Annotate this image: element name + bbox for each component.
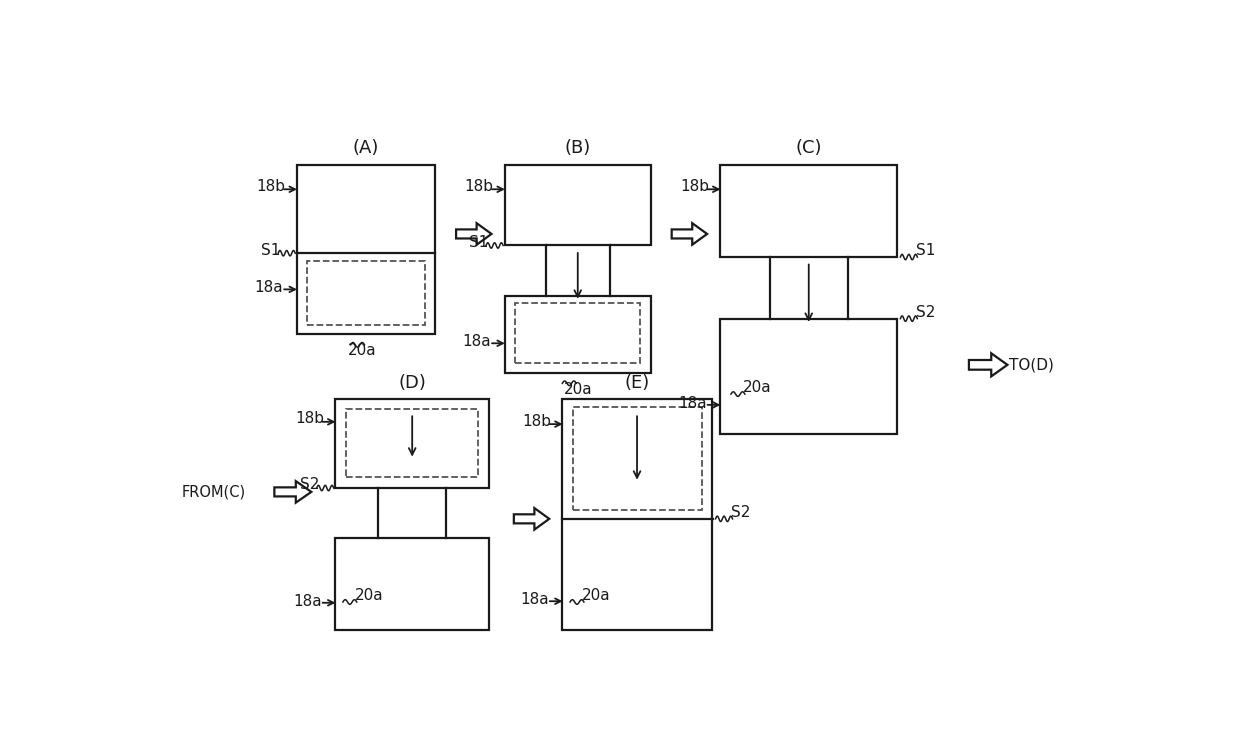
Text: (C): (C) <box>796 138 822 156</box>
Bar <box>573 407 702 510</box>
Text: 18b: 18b <box>295 411 324 426</box>
Polygon shape <box>672 223 707 245</box>
Text: 18b: 18b <box>465 178 494 194</box>
Text: 18a: 18a <box>293 593 321 609</box>
Text: 18b: 18b <box>257 178 285 194</box>
Bar <box>516 303 640 364</box>
Text: 18a: 18a <box>463 334 491 349</box>
Bar <box>505 165 651 246</box>
Polygon shape <box>513 508 549 530</box>
Text: 20a: 20a <box>582 588 610 603</box>
Text: 18a: 18a <box>678 396 707 411</box>
Text: S1: S1 <box>916 243 935 259</box>
Text: 20a: 20a <box>563 382 591 397</box>
Text: S2: S2 <box>916 305 935 320</box>
Bar <box>296 165 435 334</box>
Text: FROM(C): FROM(C) <box>181 485 246 500</box>
Polygon shape <box>274 481 311 503</box>
Text: TO(D): TO(D) <box>1009 358 1054 373</box>
Text: (B): (B) <box>564 138 591 156</box>
Text: 18b: 18b <box>522 414 552 429</box>
Polygon shape <box>456 223 491 245</box>
Bar <box>720 318 898 434</box>
Text: 18b: 18b <box>681 178 709 194</box>
Bar <box>505 296 651 373</box>
Text: 20a: 20a <box>355 588 383 603</box>
Text: S2: S2 <box>300 477 319 491</box>
Polygon shape <box>968 353 1007 376</box>
Bar <box>720 165 898 257</box>
Text: S1: S1 <box>469 235 489 250</box>
Bar <box>308 261 424 325</box>
Text: (E): (E) <box>625 373 650 392</box>
Bar <box>335 399 490 488</box>
Text: 20a: 20a <box>743 380 773 395</box>
Text: (D): (D) <box>398 373 427 392</box>
Bar <box>346 409 479 477</box>
Text: S2: S2 <box>730 505 750 520</box>
Bar <box>563 399 713 631</box>
Text: 20a: 20a <box>348 343 377 358</box>
Text: S1: S1 <box>262 243 280 258</box>
Text: 18a: 18a <box>520 592 548 607</box>
Text: 18a: 18a <box>254 280 283 296</box>
Text: (A): (A) <box>353 138 379 156</box>
Bar <box>335 538 490 631</box>
